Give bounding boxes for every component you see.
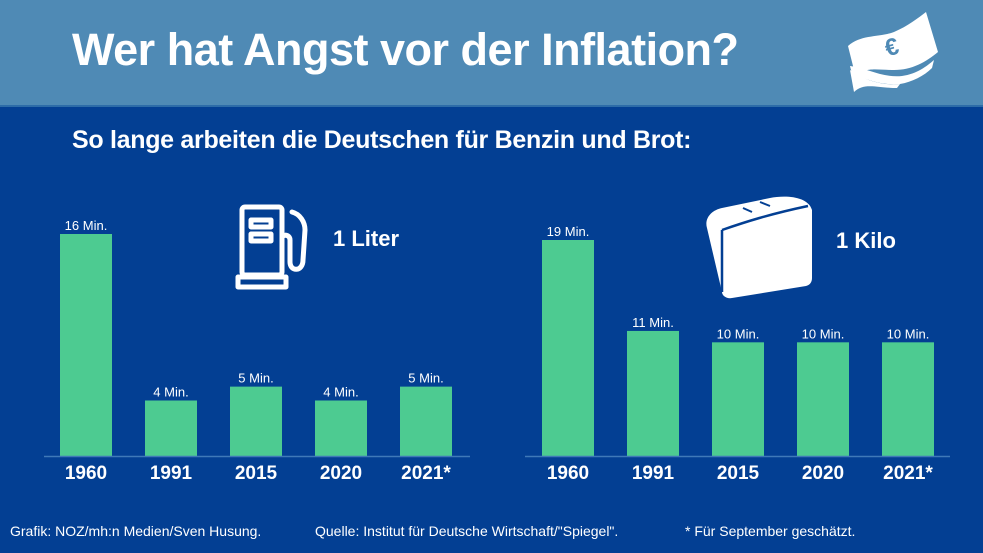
bar-1960 xyxy=(60,234,112,456)
x-tick-label: 1960 xyxy=(547,463,589,484)
x-tick-label: 2015 xyxy=(717,463,760,484)
header-banner xyxy=(0,0,983,105)
bar-2020 xyxy=(797,342,849,456)
x-tick-label: 2020 xyxy=(320,463,362,484)
bar-value-label: 10 Min. xyxy=(717,326,760,341)
x-tick-label: 2021* xyxy=(883,463,933,484)
x-tick-label: 2020 xyxy=(802,463,844,484)
bar-2015 xyxy=(230,386,282,456)
euro-banknote-icon: € xyxy=(848,12,938,92)
bar-value-label: 10 Min. xyxy=(887,326,930,341)
bar-value-label: 5 Min. xyxy=(408,371,443,386)
x-tick-label: 1960 xyxy=(65,463,107,484)
footer-source: Quelle: Institut für Deutsche Wirtschaft… xyxy=(315,523,619,539)
bar-value-label: 11 Min. xyxy=(632,315,674,330)
header-divider xyxy=(0,105,983,107)
bar-value-label: 16 Min. xyxy=(65,218,108,233)
bar-value-label: 5 Min. xyxy=(238,371,273,386)
x-tick-label: 2015 xyxy=(235,463,278,484)
bar-2015 xyxy=(712,342,764,456)
liter-label: 1 Liter xyxy=(333,226,400,251)
bread-loaf-icon xyxy=(706,196,812,299)
bar-2021 xyxy=(400,386,452,456)
x-tick-label: 1991 xyxy=(150,463,193,484)
fuel-pump-icon xyxy=(235,204,308,290)
bar-2021 xyxy=(882,342,934,456)
bar-value-label: 4 Min. xyxy=(323,385,358,400)
bar-2020 xyxy=(315,400,367,456)
chart-subtitle: So lange arbeiten die Deutschen für Benz… xyxy=(72,126,692,154)
bar-1991 xyxy=(145,400,197,456)
bar-value-label: 4 Min. xyxy=(153,385,188,400)
x-tick-label: 1991 xyxy=(632,463,675,484)
bar-1960 xyxy=(542,240,594,456)
bar-value-label: 10 Min. xyxy=(802,326,845,341)
footer-note: * Für September geschätzt. xyxy=(685,523,856,539)
bar-1991 xyxy=(627,330,679,456)
bar-value-label: 19 Min. xyxy=(547,224,590,239)
kilo-label: 1 Kilo xyxy=(836,228,896,253)
footer-credit: Grafik: NOZ/mh:n Medien/Sven Husung. xyxy=(10,523,262,539)
x-tick-label: 2021* xyxy=(401,463,451,484)
page-title: Wer hat Angst vor der Inflation? xyxy=(72,24,739,75)
